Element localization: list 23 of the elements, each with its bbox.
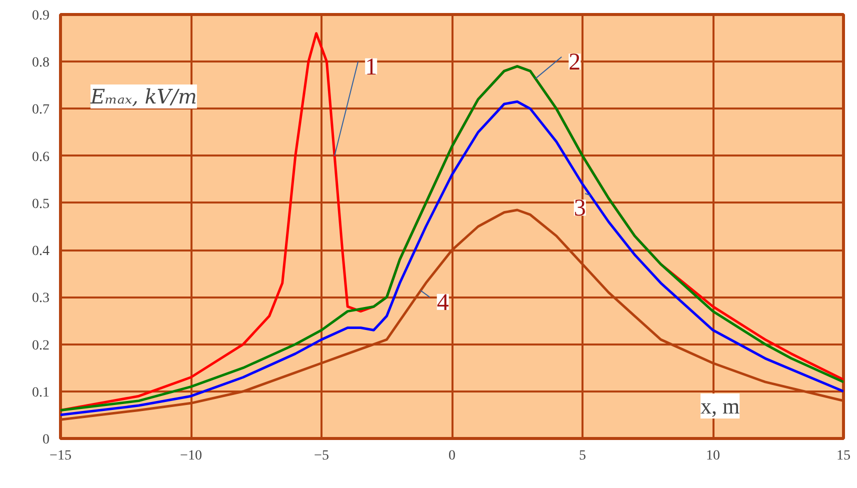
y-tick-label: 0.7 — [32, 102, 50, 118]
x-tick-label: −10 — [180, 448, 202, 464]
y-tick-label: 0.6 — [32, 150, 50, 165]
y-tick-label: 0.1 — [32, 385, 50, 400]
series-label: 1 — [365, 54, 378, 80]
y-tick-label: 0.4 — [32, 244, 50, 260]
x-tick-label: 5 — [579, 448, 586, 464]
x-tick-label: −15 — [50, 448, 72, 464]
x-tick-label: 15 — [836, 448, 850, 464]
series-label: 2 — [568, 50, 581, 76]
y-axis-title: Eₘₐₓ, kV/m — [90, 84, 197, 108]
y-tick-label: 0.3 — [32, 291, 50, 306]
x-tick-label: −5 — [314, 448, 329, 464]
y-tick-label: 0.5 — [32, 196, 50, 212]
series-label: 3 — [574, 196, 586, 222]
x-tick-label: 10 — [706, 448, 720, 464]
y-tick-label: 0.2 — [32, 338, 50, 354]
y-tick-label: 0.8 — [32, 56, 50, 71]
x-tick-label: 0 — [448, 448, 456, 464]
x-axis-title: x, m — [700, 394, 740, 418]
y-tick-label: 0 — [42, 432, 50, 448]
y-tick-label: 0.9 — [32, 8, 50, 24]
series-label: 4 — [436, 290, 449, 316]
